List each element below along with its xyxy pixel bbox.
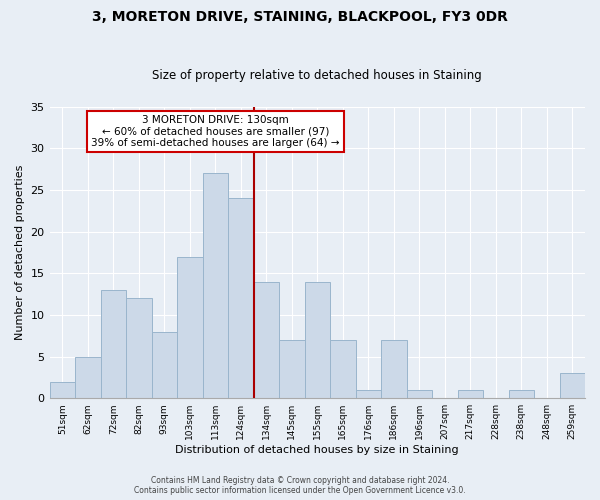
Text: 3 MORETON DRIVE: 130sqm
← 60% of detached houses are smaller (97)
39% of semi-de: 3 MORETON DRIVE: 130sqm ← 60% of detache… xyxy=(91,115,340,148)
Bar xyxy=(75,356,101,398)
Title: Size of property relative to detached houses in Staining: Size of property relative to detached ho… xyxy=(152,69,482,82)
Bar xyxy=(407,390,432,398)
Bar xyxy=(254,282,279,398)
Bar xyxy=(152,332,177,398)
Bar xyxy=(560,373,585,398)
Bar xyxy=(305,282,330,398)
Bar xyxy=(458,390,483,398)
Bar xyxy=(101,290,126,398)
Bar xyxy=(203,174,228,398)
Bar xyxy=(509,390,534,398)
Bar xyxy=(356,390,381,398)
Bar xyxy=(228,198,254,398)
Text: 3, MORETON DRIVE, STAINING, BLACKPOOL, FY3 0DR: 3, MORETON DRIVE, STAINING, BLACKPOOL, F… xyxy=(92,10,508,24)
X-axis label: Distribution of detached houses by size in Staining: Distribution of detached houses by size … xyxy=(175,445,459,455)
Bar xyxy=(381,340,407,398)
Text: Contains HM Land Registry data © Crown copyright and database right 2024.
Contai: Contains HM Land Registry data © Crown c… xyxy=(134,476,466,495)
Bar xyxy=(126,298,152,398)
Bar xyxy=(330,340,356,398)
Y-axis label: Number of detached properties: Number of detached properties xyxy=(15,165,25,340)
Bar xyxy=(50,382,75,398)
Bar xyxy=(177,256,203,398)
Bar xyxy=(279,340,305,398)
